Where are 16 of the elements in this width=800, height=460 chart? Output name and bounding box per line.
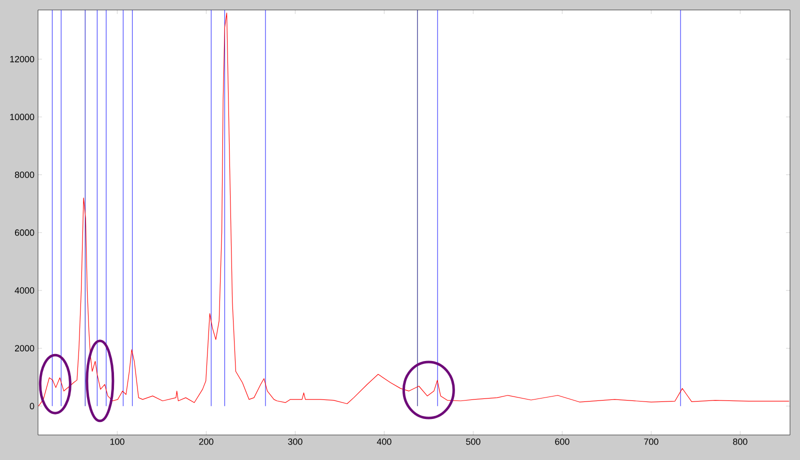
x-tick-label: 100 (110, 438, 124, 445)
y-tick-label: 10000 (10, 114, 34, 120)
y-tick-label: 8000 (14, 172, 34, 178)
line-series (38, 12, 790, 406)
y-tick-label: 4000 (14, 287, 34, 294)
x-tick-label: 200 (199, 438, 214, 445)
y-tick-label: 0 (30, 402, 34, 410)
y-tick-label: 2000 (14, 345, 34, 352)
x-tick-label: 700 (644, 438, 658, 445)
y-tick-label: 12000 (10, 56, 34, 62)
x-tick-label: 800 (733, 438, 748, 445)
x-tick-label: 600 (555, 438, 570, 445)
x-tick-label: 500 (466, 438, 480, 445)
x-tick-label: 300 (288, 438, 302, 445)
x-tick-label: 400 (376, 438, 392, 445)
y-tick-label: 6000 (14, 229, 34, 236)
